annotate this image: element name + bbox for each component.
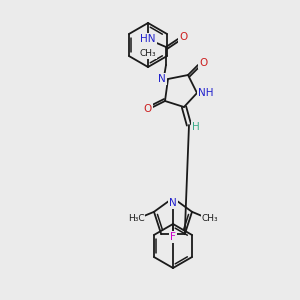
Text: N: N	[169, 198, 177, 208]
Text: H₃C: H₃C	[128, 214, 144, 223]
Text: NH: NH	[198, 88, 214, 98]
Text: CH₃: CH₃	[202, 214, 218, 223]
Text: O: O	[179, 32, 187, 42]
Text: HN: HN	[140, 34, 156, 44]
Text: N: N	[158, 74, 166, 84]
Text: O: O	[144, 104, 152, 114]
Text: CH₃: CH₃	[140, 50, 156, 58]
Text: O: O	[199, 58, 207, 68]
Text: H: H	[192, 122, 200, 132]
Text: F: F	[170, 232, 176, 242]
